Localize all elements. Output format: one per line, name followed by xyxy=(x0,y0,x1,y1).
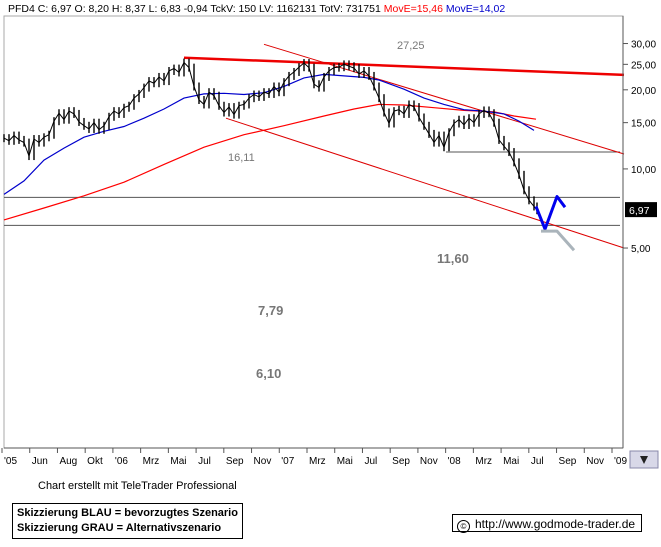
source-url[interactable]: http://www.godmode-trader.de xyxy=(475,517,636,531)
y-tick-label: 15,00 xyxy=(631,119,656,130)
x-tick-label: Jul xyxy=(531,456,544,467)
scenario-blue-path xyxy=(534,195,567,231)
price-chart: PFD4 C: 6,97 O: 8,20 H: 8,37 L: 6,83 -0,… xyxy=(1,3,659,469)
x-tick-label: Nov xyxy=(254,456,272,467)
chart-credit: Chart erstellt mit TeleTrader Profession… xyxy=(38,480,237,492)
level-label: 7,79 xyxy=(258,303,283,318)
trendline-channel-lower xyxy=(225,117,625,249)
scenario-legend: Skizzierung BLAU = bevorzugtes Szenario … xyxy=(12,503,243,539)
annotation-label: 27,25 xyxy=(397,40,425,52)
x-tick-label: '09 xyxy=(614,456,627,467)
trendlines xyxy=(183,43,625,249)
x-tick-label: Okt xyxy=(87,456,103,467)
annotation-label: 16,11 xyxy=(228,152,255,164)
ma-long-label: MovE=15,46 xyxy=(384,3,443,15)
y-axis: 5,00 10,00 15,00 20,00 25,00 30,00 6,97 xyxy=(622,16,657,448)
legend-blue: Skizzierung BLAU = bevorzugtes Szenario xyxy=(17,507,238,519)
x-tick-label: '07 xyxy=(281,456,294,467)
quote-line: C: 6,97 O: 8,20 H: 8,37 L: 6,83 -0,94 Tc… xyxy=(38,3,381,15)
x-tick-label: Mrz xyxy=(309,456,326,467)
y-tick-label: 20,00 xyxy=(631,86,656,97)
x-tick-label: Sep xyxy=(559,456,577,467)
level-label: 11,60 xyxy=(437,251,469,266)
chart-header: PFD4 C: 6,97 O: 8,20 H: 8,37 L: 6,83 -0,… xyxy=(8,3,505,15)
x-tick-label: Jul xyxy=(364,456,377,467)
x-tick-label: Nov xyxy=(420,456,438,467)
arrow-down-icon xyxy=(640,456,648,464)
x-tick-label: '06 xyxy=(115,456,128,467)
x-tick-label: Jun xyxy=(32,456,48,467)
source-link[interactable]: © http://www.godmode-trader.de xyxy=(452,514,642,533)
legend-gray: Skizzierung GRAU = Alternativszenario xyxy=(17,522,222,534)
y-tick-label: 30,00 xyxy=(631,40,656,51)
chart-labels: 11,60 7,79 6,10 27,25 16,11 xyxy=(228,40,469,381)
level-lines xyxy=(4,151,620,226)
x-tick-label: Sep xyxy=(226,456,244,467)
price-series xyxy=(3,58,538,215)
x-tick-label: '08 xyxy=(448,456,461,467)
chart-svg: PFD4 C: 6,97 O: 8,20 H: 8,37 L: 6,83 -0,… xyxy=(1,3,659,469)
trendline-channel-upper xyxy=(263,43,625,155)
x-tick-label: Nov xyxy=(586,456,604,467)
x-tick-label: Mrz xyxy=(143,456,160,467)
x-tick-label: Mrz xyxy=(475,456,492,467)
y-tick-label: 10,00 xyxy=(631,165,656,176)
x-tick-label: Mai xyxy=(503,456,519,467)
x-tick-label: '05 xyxy=(4,456,17,467)
scroll-button[interactable] xyxy=(629,450,659,469)
last-price-badge xyxy=(625,202,657,218)
copyright-icon: © xyxy=(457,520,470,533)
y-tick-label: 25,00 xyxy=(631,60,656,71)
ma-short-label: MovE=14,02 xyxy=(446,3,505,15)
last-price-label: 6,97 xyxy=(629,205,650,217)
trendline-upper-bold xyxy=(183,56,625,77)
price-line xyxy=(3,61,538,211)
y-tick-label: 5,00 xyxy=(631,244,651,255)
x-tick-label: Mai xyxy=(337,456,353,467)
scenario-sketches xyxy=(534,195,576,252)
x-tick-label: Sep xyxy=(392,456,410,467)
symbol: PFD4 xyxy=(8,3,35,15)
level-label: 6,10 xyxy=(256,366,281,381)
x-tick-label: Aug xyxy=(59,456,77,467)
x-tick-label: Jul xyxy=(198,456,211,467)
scenario-gray-path xyxy=(541,229,576,252)
x-tick-label: Mai xyxy=(170,456,186,467)
x-axis: '05 Jun Aug Okt '06 Mrz Mai Jul Sep Nov '07 Mrz Mai J… xyxy=(1,447,627,467)
